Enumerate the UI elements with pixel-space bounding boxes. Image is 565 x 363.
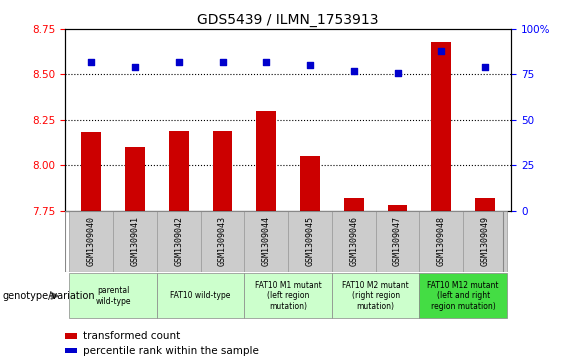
Bar: [113, 211, 157, 272]
Text: genotype/variation: genotype/variation: [3, 291, 95, 301]
Bar: [419, 273, 507, 318]
Text: GSM1309043: GSM1309043: [218, 216, 227, 266]
Bar: [69, 273, 157, 318]
Text: GSM1309041: GSM1309041: [131, 216, 140, 266]
Point: [481, 64, 490, 70]
Text: FAT10 M2 mutant
(right region
mutation): FAT10 M2 mutant (right region mutation): [342, 281, 409, 311]
Point: [131, 64, 140, 70]
Bar: [300, 156, 320, 211]
Text: GSM1309044: GSM1309044: [262, 216, 271, 266]
Text: GSM1309045: GSM1309045: [306, 216, 315, 266]
Point: [393, 70, 402, 76]
Bar: [288, 211, 332, 272]
Text: transformed count: transformed count: [83, 331, 180, 341]
Text: FAT10 M1 mutant
(left region
mutation): FAT10 M1 mutant (left region mutation): [255, 281, 321, 311]
Bar: [475, 198, 495, 211]
Bar: [245, 273, 332, 318]
Text: FAT10 M12 mutant
(left and right
region mutation): FAT10 M12 mutant (left and right region …: [428, 281, 499, 311]
Title: GDS5439 / ILMN_1753913: GDS5439 / ILMN_1753913: [197, 13, 379, 26]
Bar: [169, 131, 189, 211]
Bar: [344, 198, 364, 211]
Text: GSM1309046: GSM1309046: [349, 216, 358, 266]
Bar: [65, 348, 77, 353]
Bar: [245, 211, 288, 272]
Bar: [65, 334, 77, 339]
Bar: [257, 111, 276, 211]
Bar: [463, 211, 507, 272]
Bar: [419, 211, 463, 272]
Text: parental
wild-type: parental wild-type: [95, 286, 131, 306]
Bar: [157, 211, 201, 272]
Bar: [388, 205, 407, 211]
Text: GSM1309047: GSM1309047: [393, 216, 402, 266]
Bar: [81, 132, 101, 211]
Bar: [212, 131, 232, 211]
Point: [86, 59, 95, 65]
Bar: [332, 211, 376, 272]
Point: [437, 48, 446, 54]
Bar: [332, 273, 419, 318]
Point: [306, 62, 315, 68]
Bar: [125, 147, 145, 211]
Text: GSM1309042: GSM1309042: [174, 216, 183, 266]
Bar: [432, 42, 451, 211]
Text: FAT10 wild-type: FAT10 wild-type: [171, 291, 231, 300]
Bar: [157, 273, 245, 318]
Bar: [69, 211, 113, 272]
Text: GSM1309049: GSM1309049: [481, 216, 489, 266]
Text: GSM1309048: GSM1309048: [437, 216, 446, 266]
Point: [218, 59, 227, 65]
Bar: [376, 211, 419, 272]
Point: [262, 59, 271, 65]
Bar: [201, 211, 245, 272]
Text: GSM1309040: GSM1309040: [87, 216, 95, 266]
Point: [174, 59, 183, 65]
Point: [349, 68, 358, 74]
Text: percentile rank within the sample: percentile rank within the sample: [83, 346, 259, 355]
